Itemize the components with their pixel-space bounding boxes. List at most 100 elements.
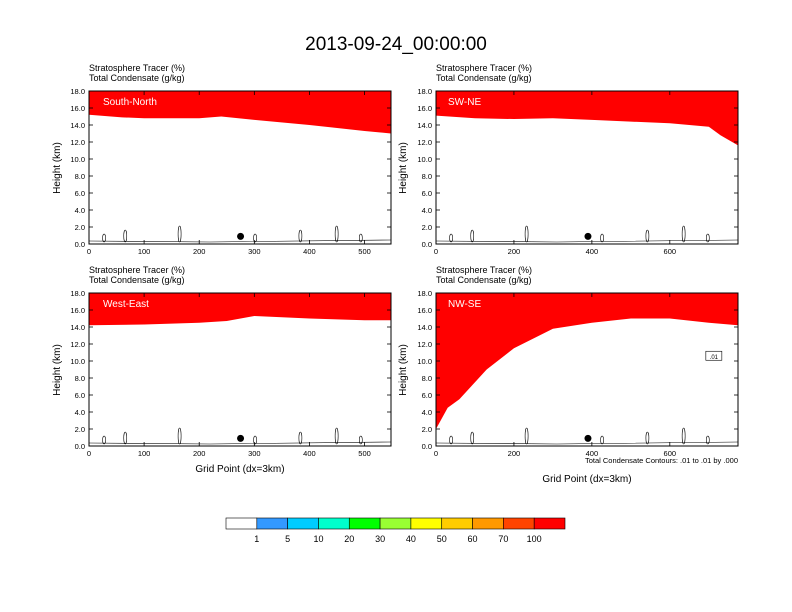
- y-tick-label: 14.0: [417, 121, 432, 130]
- condensate-contour: [253, 233, 257, 243]
- panel-west-east: Stratosphere Tracer (%) Total Condensate…: [52, 265, 392, 475]
- colorbar-label: 100: [527, 534, 542, 544]
- x-tick-label: 200: [193, 247, 206, 256]
- y-tick-label: 14.0: [417, 323, 432, 332]
- plot-area-nw-se: .01 0.0 2.0 4.0 6.0 8.0 10.0 12.0 14.0 16.0 18.0 0 2…: [417, 289, 739, 458]
- condensate-contour: [123, 229, 128, 243]
- y-tick-label: 4.0: [75, 408, 85, 417]
- condensate-contour: [449, 435, 453, 445]
- x-tick-label: 400: [303, 247, 316, 256]
- y-tick-label: 14.0: [70, 121, 85, 130]
- y-tick-label: 2.0: [75, 425, 85, 434]
- x-tick-label: 0: [87, 449, 91, 458]
- panel-header-line2: Total Condensate (g/kg): [436, 275, 532, 285]
- y-tick-label: 4.0: [422, 206, 432, 215]
- figure-title: 2013-09-24_00:00:00: [305, 34, 487, 55]
- x-tick-label: 100: [138, 247, 151, 256]
- condensate-contour: [358, 435, 363, 445]
- contour-label-box: [705, 350, 723, 361]
- colorbar-swatch: [533, 517, 566, 530]
- y-axis-label: Height (km): [398, 344, 409, 396]
- y-tick-label: 6.0: [75, 391, 85, 400]
- contour-label: .01: [710, 355, 719, 361]
- location-marker: [584, 434, 592, 442]
- y-tick-label: 6.0: [422, 391, 432, 400]
- x-tick-label: 400: [586, 247, 599, 256]
- colorbar-swatch: [225, 517, 258, 530]
- surface-contour: [89, 239, 391, 243]
- x-tick-label: 600: [664, 449, 677, 458]
- panel-header-line2: Total Condensate (g/kg): [89, 73, 185, 83]
- y-tick-label: 16.0: [417, 306, 432, 315]
- y-tick-label: 2.0: [75, 223, 85, 232]
- y-tick-label: 12.0: [70, 340, 85, 349]
- y-tick-label: 12.0: [417, 138, 432, 147]
- y-tick-label: 4.0: [75, 206, 85, 215]
- condensate-contour: [705, 233, 710, 243]
- x-tick-label: 0: [87, 247, 91, 256]
- y-tick-label: 8.0: [422, 374, 432, 383]
- y-tick-label: 6.0: [75, 189, 85, 198]
- y-tick-label: 16.0: [417, 104, 432, 113]
- y-tick-label: 12.0: [417, 340, 432, 349]
- y-tick-label: 18.0: [70, 87, 85, 96]
- x-tick-label: 600: [664, 247, 677, 256]
- plot-frame: [435, 292, 739, 447]
- x-tick-label: 500: [358, 247, 371, 256]
- colorbar: 1 5 10 20 30 40 50 60 70 100: [225, 517, 566, 544]
- y-tick-label: 2.0: [422, 223, 432, 232]
- colorbar-swatch: [318, 517, 350, 530]
- x-tick-label: 400: [303, 449, 316, 458]
- condensate-contour: [298, 431, 303, 445]
- condensate-contour: [681, 427, 686, 445]
- y-tick-label: 12.0: [70, 138, 85, 147]
- y-tick-label: 4.0: [422, 408, 432, 417]
- surface-contour: [436, 239, 738, 243]
- colorbar-swatch: [503, 517, 535, 530]
- panel-sw-ne: Stratosphere Tracer (%) Total Condensate…: [398, 63, 739, 256]
- plot-frame: [88, 90, 392, 245]
- colorbar-swatch: [441, 517, 473, 530]
- x-axis-label: Grid Point (dx=3km): [542, 474, 631, 485]
- x-tick-label: 400: [586, 449, 599, 458]
- x-tick-label: 200: [508, 449, 521, 458]
- panel-label: SW-NE: [448, 97, 481, 108]
- x-tick-label: 300: [248, 449, 261, 458]
- colorbar-label: 5: [285, 534, 290, 544]
- y-tick-label: 0.0: [75, 240, 85, 249]
- panel-nw-se: Stratosphere Tracer (%) Total Condensate…: [398, 265, 739, 485]
- location-marker: [584, 232, 592, 240]
- y-tick-label: 18.0: [417, 87, 432, 96]
- condensate-contour: [470, 431, 475, 445]
- y-tick-label: 10.0: [70, 155, 85, 164]
- panel-header-line1: Stratosphere Tracer (%): [89, 265, 185, 275]
- y-tick-label: 8.0: [75, 374, 85, 383]
- colorbar-label: 20: [344, 534, 354, 544]
- location-marker: [237, 434, 245, 442]
- colorbar-label: 60: [468, 534, 478, 544]
- y-tick-label: 2.0: [422, 425, 432, 434]
- panel-header-line1: Stratosphere Tracer (%): [436, 265, 532, 275]
- contour-note: Total Condensate Contours: .01 to .01 by…: [585, 456, 738, 465]
- colorbar-label: 50: [437, 534, 447, 544]
- condensate-contour: [681, 225, 686, 243]
- condensate-contour: [645, 229, 650, 243]
- plot-area-sw-ne: 0.0 2.0 4.0 6.0 8.0 10.0 12.0 14.0 16.0 18.0 0 200 4…: [417, 87, 739, 256]
- x-tick-label: 100: [138, 449, 151, 458]
- y-tick-label: 8.0: [75, 172, 85, 181]
- x-tick-label: 500: [358, 449, 371, 458]
- surface-contour: [89, 441, 391, 445]
- plot-frame: [88, 292, 392, 447]
- colorbar-label: 70: [498, 534, 508, 544]
- y-tick-label: 14.0: [70, 323, 85, 332]
- colorbar-swatch: [410, 517, 443, 530]
- plot-area-south-north: 0.0 2.0 4.0 6.0 8.0 10.0 12.0 14.0 16.0 18.0 0 100 2…: [70, 87, 392, 256]
- condensate-contour: [600, 233, 604, 243]
- panel-label: West-East: [103, 299, 149, 310]
- panel-header-line1: Stratosphere Tracer (%): [436, 63, 532, 73]
- condensate-contour: [102, 435, 106, 445]
- x-tick-label: 200: [193, 449, 206, 458]
- location-marker: [237, 232, 245, 240]
- y-axis-label: Height (km): [52, 344, 63, 396]
- x-axis-label: Grid Point (dx=3km): [195, 464, 284, 475]
